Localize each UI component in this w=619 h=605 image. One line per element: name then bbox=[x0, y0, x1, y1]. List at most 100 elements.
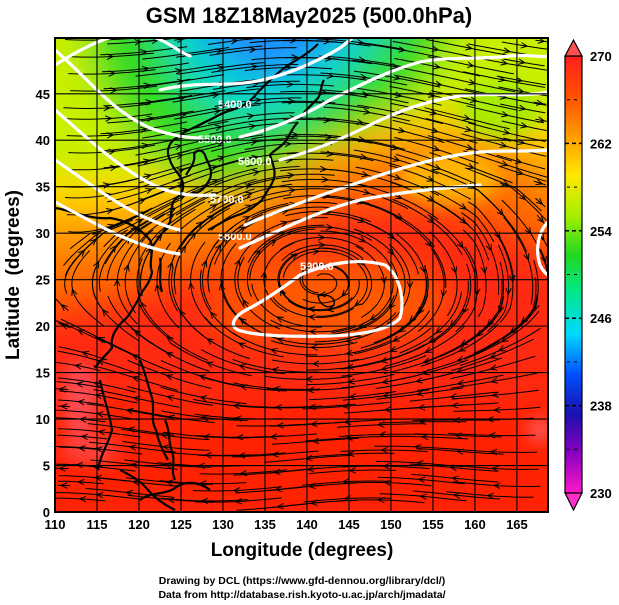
contour-5600-east bbox=[278, 90, 548, 162]
streamline-arrow bbox=[240, 366, 244, 367]
streamline-arrow bbox=[484, 268, 485, 273]
streamline-arrow bbox=[540, 41, 544, 42]
streamline-arrow bbox=[127, 266, 128, 270]
streamline-arrow bbox=[538, 103, 542, 104]
y-tick-label: 35 bbox=[36, 180, 50, 195]
streamline-arrow bbox=[522, 196, 525, 199]
streamline-arrow bbox=[217, 51, 221, 52]
streamline-arrow bbox=[290, 190, 294, 191]
streamline-arrow bbox=[359, 42, 363, 43]
streamline-arrow bbox=[141, 212, 145, 214]
contour-5800-west bbox=[55, 200, 182, 256]
streamline-arrow bbox=[454, 268, 455, 272]
streamline-arrow bbox=[458, 359, 462, 361]
streamline-arrow bbox=[497, 234, 499, 238]
x-tick-label: 150 bbox=[380, 517, 402, 532]
streamline-arrow bbox=[358, 202, 362, 203]
streamline-arrow bbox=[426, 350, 430, 352]
streamline-arrow bbox=[144, 68, 148, 69]
y-axis: 0 5 10 15 20 25 30 35 40 45 bbox=[36, 87, 50, 520]
streamline-arrow bbox=[362, 157, 366, 158]
streamline-arrow bbox=[520, 62, 524, 63]
streamline-arrow bbox=[384, 395, 388, 396]
streamline-arrow bbox=[458, 371, 462, 372]
streamline-arrow bbox=[538, 182, 542, 183]
streamline-arrow bbox=[141, 303, 143, 307]
streamline-arrow bbox=[249, 116, 253, 117]
streamline-arrow bbox=[400, 50, 404, 51]
plot-area: 5400.0 5500.0 5600.0 5700.0 5800.0 5900.… bbox=[55, 38, 548, 512]
streamline-arrow bbox=[435, 67, 439, 68]
streamline-arrow bbox=[168, 397, 172, 398]
contour-5900 bbox=[231, 260, 404, 338]
streamline-arrow bbox=[433, 131, 437, 132]
streamline-arrow bbox=[502, 339, 506, 341]
streamline-arrow bbox=[134, 482, 138, 483]
streamline-arrow bbox=[110, 225, 114, 226]
streamline-arrow bbox=[505, 51, 509, 52]
credit-data: Data from http://database.rish.kyoto-u.a… bbox=[158, 589, 445, 601]
streamline-arrow bbox=[522, 46, 526, 47]
streamline-arrow bbox=[465, 118, 469, 119]
streamline-arrow bbox=[362, 77, 366, 78]
streamline-arrow bbox=[489, 246, 491, 250]
x-tick-label: 110 bbox=[45, 517, 66, 532]
streamline-arrow bbox=[527, 255, 529, 259]
streamline-arrow bbox=[464, 308, 466, 312]
streamline-arrow bbox=[219, 67, 223, 68]
colorbar: 270 262 254 246 238 230 bbox=[564, 38, 612, 512]
streamline-arrow bbox=[233, 41, 237, 42]
streamline-arrow bbox=[462, 207, 466, 209]
streamline-arrow bbox=[309, 309, 313, 310]
streamline-arrow bbox=[79, 330, 83, 332]
credit-dcl: Drawing by DCL (https://www.gfd-dennou.o… bbox=[159, 575, 445, 587]
colorbar-tick-label: 270 bbox=[590, 49, 612, 64]
streamline-arrow bbox=[410, 318, 413, 321]
streamline-arrow bbox=[469, 65, 473, 66]
streamline-arrow bbox=[98, 414, 102, 415]
contour-5800-east bbox=[238, 183, 482, 250]
streamline-arrow bbox=[192, 233, 195, 236]
streamline-arrow bbox=[129, 429, 133, 430]
contour-5600-west bbox=[55, 108, 217, 198]
streamline-arrow bbox=[217, 127, 221, 128]
contour-5500-east bbox=[238, 53, 548, 139]
streamline-arrow bbox=[429, 179, 433, 181]
streamline-arrow bbox=[437, 330, 440, 333]
coastline-hokkaido bbox=[299, 79, 325, 119]
streamline-arrow bbox=[141, 199, 145, 201]
streamline-arrow bbox=[113, 246, 116, 249]
streamline-arrow bbox=[349, 382, 353, 383]
streamline-arrow bbox=[157, 285, 158, 290]
streamline-arrow bbox=[528, 230, 531, 234]
streamline-arrow bbox=[511, 330, 514, 333]
streamline-arrow bbox=[363, 94, 367, 95]
streamline-arrow bbox=[397, 197, 401, 199]
streamline-arrow bbox=[257, 251, 260, 254]
streamline-arrow bbox=[211, 313, 214, 317]
streamline-arrow bbox=[83, 352, 87, 353]
streamline-arrow bbox=[99, 432, 103, 433]
contour-5700-west bbox=[55, 158, 182, 232]
x-axis-label: Longitude (degrees) bbox=[211, 540, 394, 561]
streamline-arrow bbox=[540, 120, 544, 121]
y-tick-label: 30 bbox=[36, 226, 50, 241]
streamline-arrow bbox=[488, 322, 491, 325]
streamline-arrow bbox=[200, 376, 204, 377]
streamline-arrow bbox=[252, 142, 256, 143]
x-tick-label: 160 bbox=[464, 517, 486, 532]
streamline-arrow bbox=[272, 350, 276, 351]
streamline-arrow bbox=[147, 189, 151, 190]
streamline-arrow bbox=[142, 129, 146, 130]
streamline-arrow bbox=[328, 309, 332, 310]
streamline-arrow bbox=[505, 132, 509, 133]
streamline-arrow bbox=[394, 67, 398, 68]
streamline-arrow bbox=[520, 142, 524, 143]
streamline-arrow bbox=[434, 49, 438, 50]
streamline-arrow bbox=[365, 192, 369, 193]
streamline-arrow bbox=[500, 79, 504, 80]
streamline-arrow bbox=[272, 241, 276, 243]
streamline-arrow bbox=[363, 174, 367, 175]
streamline-arrow bbox=[451, 323, 454, 326]
streamline-arrow bbox=[199, 222, 202, 225]
